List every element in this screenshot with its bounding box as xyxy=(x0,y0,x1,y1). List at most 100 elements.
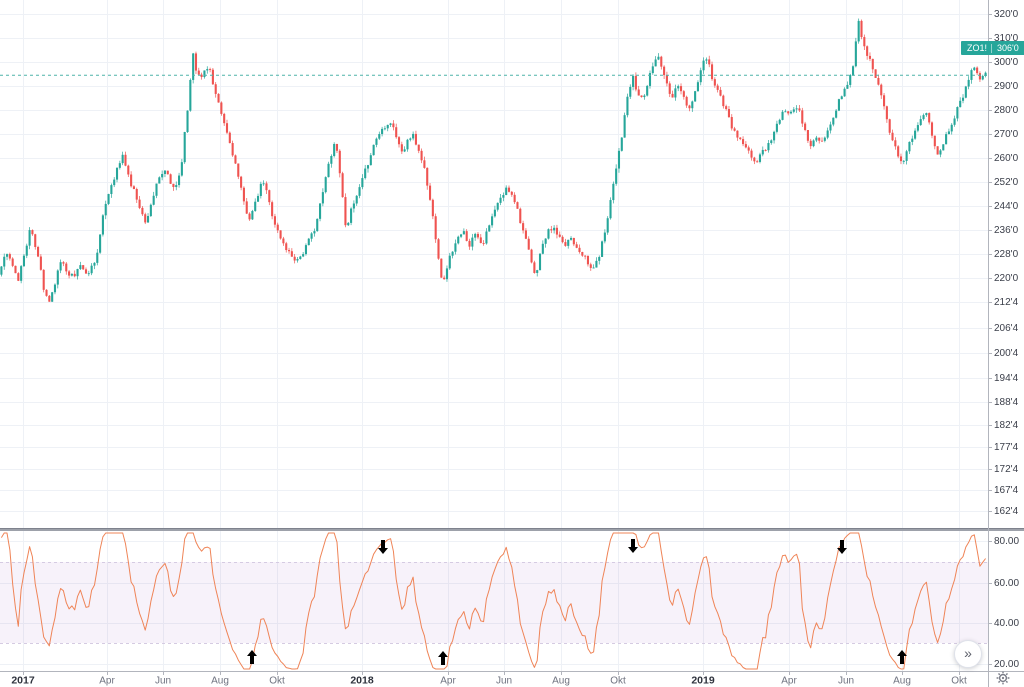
candle-body xyxy=(437,239,440,259)
candle-body xyxy=(863,37,866,47)
symbol-ticker: ZO1! xyxy=(967,43,988,53)
time-month-label: Aug xyxy=(893,676,911,687)
timescale-settings-button[interactable] xyxy=(996,671,1018,687)
candle-body xyxy=(175,185,178,188)
price-tick-label: 172'4 xyxy=(994,464,1019,475)
candle-body xyxy=(928,113,931,123)
candle-body xyxy=(547,229,550,239)
candle-body xyxy=(578,247,581,253)
candle-body xyxy=(428,185,432,200)
candle-body xyxy=(223,113,226,124)
candle-body xyxy=(127,165,130,175)
candle-body xyxy=(651,66,654,74)
candle-body xyxy=(5,254,9,257)
up-arrow-marker xyxy=(897,650,907,664)
scroll-to-recent-button[interactable]: » xyxy=(954,640,982,668)
candle-body xyxy=(840,96,843,100)
price-axis[interactable]: 320'0 310'0 300'0 290'0 280'0 270'0 260'0 252'0… xyxy=(988,9,1019,517)
candle-body xyxy=(569,237,573,240)
candle-body xyxy=(355,195,358,204)
candle-body xyxy=(874,69,877,78)
candle-body xyxy=(586,255,590,265)
time-axis[interactable]: 2017 Apr Jun Aug Okt 2018 Apr Jun Aug Okt 2019 Apr J… xyxy=(11,671,967,687)
candle-body xyxy=(189,79,192,111)
candle-body xyxy=(603,232,606,242)
panel-separator-handle[interactable] xyxy=(0,529,1024,531)
price-tick-label: 206'4 xyxy=(994,323,1019,334)
candle-body xyxy=(956,107,959,119)
candle-body xyxy=(313,231,316,234)
candle-body xyxy=(959,100,962,108)
candle-body xyxy=(321,192,324,204)
candle-body xyxy=(271,202,274,217)
price-tick-label: 212'4 xyxy=(994,297,1019,308)
candle-body xyxy=(37,246,40,257)
price-tick-label: 236'0 xyxy=(994,225,1019,236)
candle-body xyxy=(39,256,42,270)
candle-body xyxy=(76,268,79,277)
candle-body xyxy=(519,208,522,224)
candle-body xyxy=(8,254,11,259)
candle-body xyxy=(491,216,494,226)
price-tick-label: 320'0 xyxy=(994,9,1019,20)
candle-body xyxy=(462,231,465,235)
candle-body xyxy=(31,230,34,235)
candle-body xyxy=(634,75,637,90)
candle-body xyxy=(598,256,601,261)
candle-body xyxy=(798,108,801,111)
candle-body xyxy=(688,105,691,109)
candle-body xyxy=(564,242,567,246)
candle-body xyxy=(231,143,234,156)
candle-body xyxy=(575,244,578,248)
candle-body xyxy=(555,227,558,235)
candle-body xyxy=(302,254,305,257)
down-arrow-marker xyxy=(628,539,638,553)
candle-body xyxy=(846,84,849,89)
time-month-label: Aug xyxy=(211,676,229,687)
candle-body xyxy=(414,133,417,145)
time-month-label: Okt xyxy=(951,676,967,687)
rsi-axis[interactable]: 80.00 60.00 40.00 20.00 xyxy=(988,536,1019,670)
candle-body xyxy=(84,269,88,274)
price-tick-label: 182'4 xyxy=(994,420,1019,431)
price-tick-label: 290'0 xyxy=(994,81,1019,92)
time-month-label: Okt xyxy=(269,676,285,687)
candle-body xyxy=(386,124,389,129)
candle-body xyxy=(225,123,229,133)
candle-body xyxy=(141,207,144,215)
candle-body xyxy=(905,151,908,161)
candle-body xyxy=(524,230,527,239)
time-year-label: 2018 xyxy=(350,675,374,687)
candle-body xyxy=(964,86,967,98)
candle-body xyxy=(702,60,705,71)
candle-body xyxy=(426,167,429,186)
candle-body xyxy=(121,154,124,164)
candle-body xyxy=(682,91,685,97)
candle-body xyxy=(358,187,361,196)
candle-body xyxy=(73,273,76,277)
candle-body xyxy=(922,115,925,120)
candle-body xyxy=(293,256,296,261)
candle-body xyxy=(299,256,302,260)
candle-body xyxy=(561,236,564,243)
candle-body xyxy=(259,183,262,196)
time-month-label: Apr xyxy=(99,676,115,687)
candle-body xyxy=(733,128,736,131)
candle-body xyxy=(101,215,104,235)
time-month-label: Okt xyxy=(610,676,626,687)
candle-body xyxy=(107,194,110,204)
rsi-band-fill xyxy=(0,562,988,643)
price-tick-label: 177'4 xyxy=(994,442,1019,453)
candle-body xyxy=(132,186,135,189)
candle-body xyxy=(423,160,426,168)
panel-separator-edge[interactable] xyxy=(0,528,1024,529)
candle-body xyxy=(984,72,987,76)
candle-body xyxy=(499,197,502,203)
signal-markers xyxy=(247,539,907,665)
candle-body xyxy=(471,237,474,247)
candle-body xyxy=(505,187,508,196)
rsi-tick-label: 20.00 xyxy=(994,659,1019,670)
candle-body xyxy=(629,86,632,97)
